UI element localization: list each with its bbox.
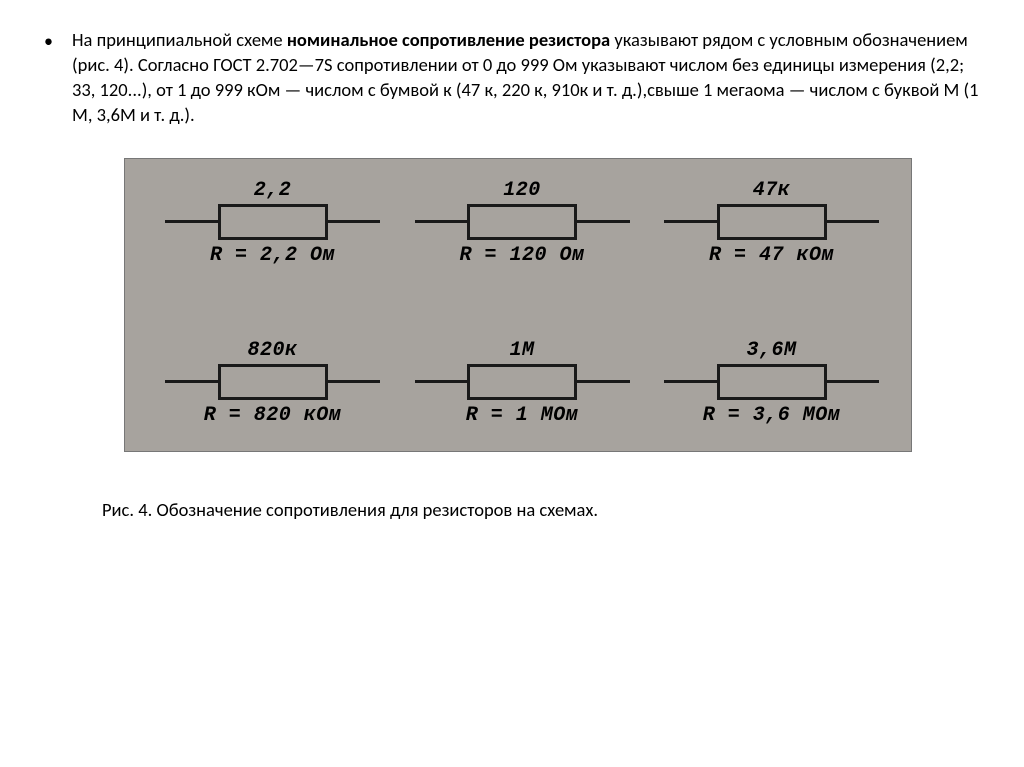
resistor-shape [415,364,630,400]
resistor-lead [328,220,381,223]
resistor-shape [165,204,380,240]
resistor-top-label: 47к [753,179,791,202]
resistor-bottom-label: R = 3,6 МОм [703,404,841,427]
resistor-lead [165,220,218,223]
resistor-lead [165,380,218,383]
resistor-symbol: 820к R = 820 кОм [165,339,380,427]
resistor-box [467,204,577,240]
paragraph-pre: На принципиальной схеме [72,28,287,51]
slide: • На принципиальной схеме номинальное со… [0,0,1024,521]
resistor-top-label: 3,6М [746,339,796,362]
resistor-lead [415,380,468,383]
resistor-box [218,364,328,400]
resistor-top-label: 2,2 [254,179,292,202]
resistor-box [717,204,827,240]
diagram-row: 2,2 R = 2,2 Ом 120 R = 120 Ом 47к R = 47 кОм [165,179,879,267]
resistor-top-label: 1М [509,339,534,362]
resistor-symbol: 2,2 R = 2,2 Ом [165,179,380,267]
resistor-symbol: 47к R = 47 кОм [664,179,879,267]
resistor-lead [827,380,880,383]
bullet-glyph: • [44,28,72,54]
resistor-lead [827,220,880,223]
resistor-symbol: 120 R = 120 Ом [415,179,630,267]
resistor-box [218,204,328,240]
resistor-box [717,364,827,400]
paragraph-text: На принципиальной схеме номинальное сопр… [72,28,980,128]
resistor-symbol: 1М R = 1 МОм [415,339,630,427]
resistor-bottom-label: R = 47 кОм [709,244,834,267]
resistor-symbol: 3,6М R = 3,6 МОм [664,339,879,427]
resistor-diagram: 2,2 R = 2,2 Ом 120 R = 120 Ом 47к R = 47 кОм 8… [124,158,912,452]
resistor-shape [165,364,380,400]
resistor-lead [328,380,381,383]
figure-container: 2,2 R = 2,2 Ом 120 R = 120 Ом 47к R = 47 кОм 8… [124,158,912,452]
diagram-row: 820к R = 820 кОм 1М R = 1 МОм 3,6М R = 3,6 МО… [165,339,879,427]
paragraph-bold: номинальное сопротивление резистора [287,28,610,51]
resistor-top-label: 120 [503,179,541,202]
bullet-paragraph: • На принципиальной схеме номинальное со… [44,28,980,128]
resistor-box [467,364,577,400]
resistor-bottom-label: R = 820 кОм [204,404,342,427]
resistor-top-label: 820к [247,339,297,362]
resistor-shape [664,364,879,400]
resistor-lead [415,220,468,223]
resistor-lead [664,220,717,223]
resistor-shape [415,204,630,240]
resistor-lead [577,380,630,383]
figure-caption: Рис. 4. Обозначение сопротивления для ре… [102,498,980,521]
resistor-bottom-label: R = 2,2 Ом [210,244,335,267]
resistor-bottom-label: R = 120 Ом [459,244,584,267]
resistor-shape [664,204,879,240]
resistor-lead [577,220,630,223]
resistor-lead [664,380,717,383]
resistor-bottom-label: R = 1 МОм [466,404,579,427]
